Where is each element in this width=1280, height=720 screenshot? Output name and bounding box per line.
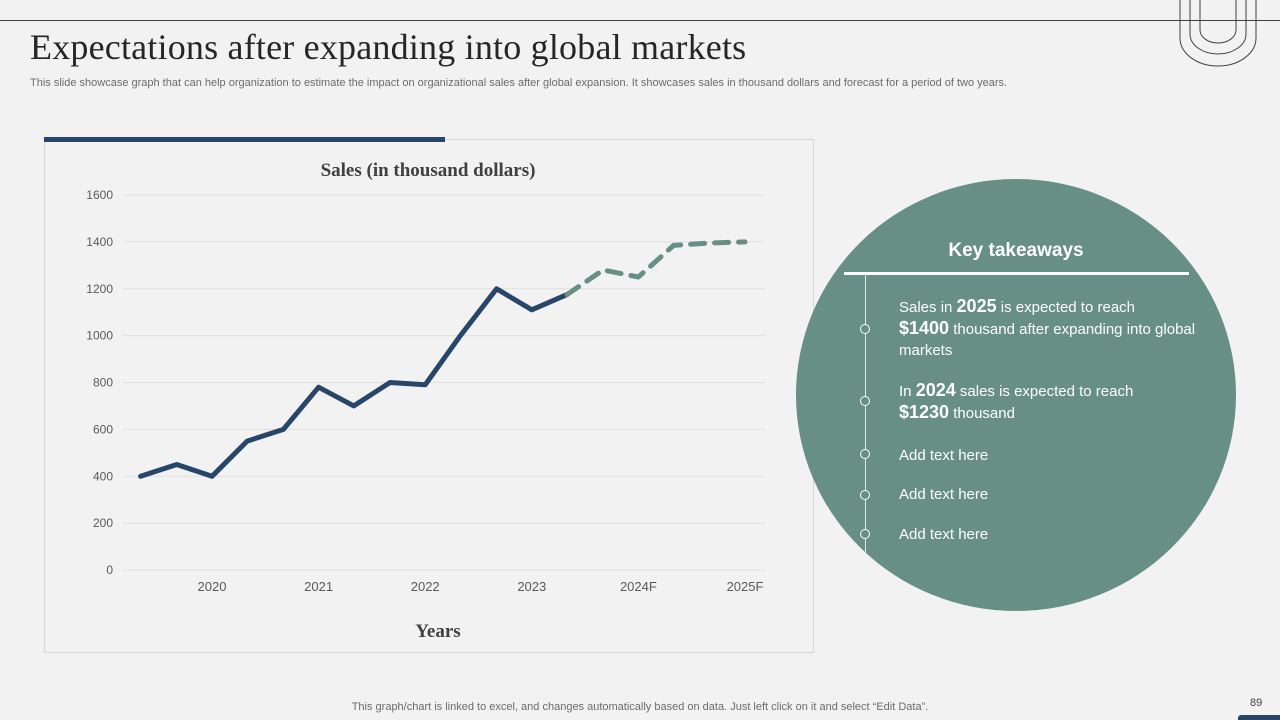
timeline-dot [860,324,870,334]
takeaway-text: Sales in [899,299,957,316]
top-rule [0,20,1280,21]
y-tick-label: 1200 [86,282,113,296]
key-takeaways-divider [844,272,1189,275]
actual-data-point[interactable] [245,439,250,444]
takeaway-item-2[interactable]: In 2024 sales is expected to reach $1230… [899,380,1199,424]
takeaway-item-1[interactable]: Sales in 2025 is expected to reach $1400… [899,296,1199,361]
forecast-data-point[interactable] [636,275,641,280]
takeaway-text: thousand [949,405,1015,422]
decorative-arch-icon [1179,0,1257,67]
x-tick-label: 2025F [727,579,764,594]
page-number-bar [1238,715,1280,720]
x-tick-label: 2022 [411,579,440,594]
chart-accent-bar [44,137,445,142]
y-tick-label: 1400 [86,235,113,249]
x-tick-label: 2023 [517,579,546,594]
page-number: 89 [1250,697,1263,709]
page-title: Expectations after expanding into global… [30,27,747,67]
takeaway-text: sales is expected to reach [955,383,1134,400]
takeaway-highlight: 2025 [956,296,997,316]
forecast-data-point[interactable] [743,239,748,244]
y-tick-label: 1000 [86,329,113,343]
actual-series-line[interactable] [138,286,570,479]
actual-data-point[interactable] [281,427,286,432]
actual-data-point[interactable] [174,462,179,467]
x-tick-label: 2024F [620,579,657,594]
actual-data-point[interactable] [494,286,499,291]
y-tick-label: 400 [93,469,113,483]
takeaway-highlight: $1230 [899,402,950,422]
takeaway-item-5[interactable]: Add text here [899,526,989,543]
takeaway-text: is expected to reach [996,299,1136,316]
forecast-data-point[interactable] [601,268,606,273]
actual-data-point[interactable] [138,474,143,479]
actual-data-point[interactable] [423,382,428,387]
timeline-dot [860,396,870,406]
y-tick-label: 800 [93,376,113,390]
forecast-data-point[interactable] [707,241,712,246]
chart-title: Sales (in thousand dollars) [321,160,536,181]
forecast-data-point[interactable] [671,243,676,248]
forecast-data-point[interactable] [564,292,569,297]
x-tick-label: 2020 [198,579,227,594]
actual-data-point[interactable] [351,403,356,408]
page-subtitle: This slide showcase graph that can help … [30,77,1008,89]
takeaway-item-4[interactable]: Add text here [899,486,989,503]
forecast-series-line[interactable] [564,239,748,298]
y-tick-label: 0 [106,563,113,577]
takeaway-text: thousand after expanding into global mar… [899,321,1196,359]
actual-data-point[interactable] [458,333,463,338]
takeaway-item-3[interactable]: Add text here [899,447,989,464]
footer-note: This graph/chart is linked to excel, and… [351,701,929,713]
y-tick-label: 1600 [86,188,113,202]
timeline-dot [860,529,870,539]
actual-data-point[interactable] [388,380,393,385]
key-takeaways-panel [796,179,1236,611]
timeline-dot [860,490,870,500]
y-tick-label: 600 [93,422,113,436]
x-tick-label: 2021 [304,579,333,594]
key-takeaways-title: Key takeaways [948,240,1084,261]
x-axis-label: Years [415,621,460,642]
actual-data-point[interactable] [529,307,534,312]
y-tick-label: 200 [93,516,113,530]
takeaway-highlight: $1400 [899,318,950,338]
timeline-dot [860,449,870,459]
timeline-line [865,275,866,553]
actual-data-point[interactable] [316,385,321,390]
actual-data-point[interactable] [210,474,215,479]
takeaway-highlight: 2024 [915,380,956,400]
takeaway-text: In [899,383,916,400]
